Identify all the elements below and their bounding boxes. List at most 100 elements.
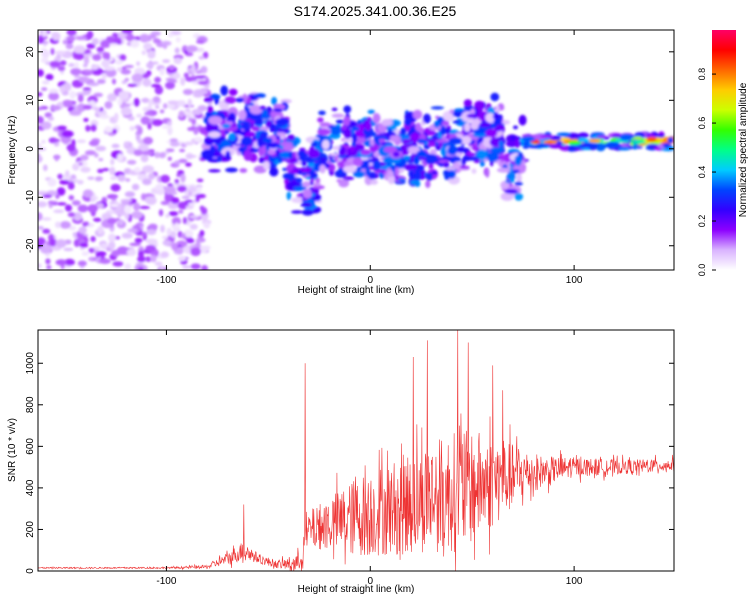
spectrogram-cell-573 [104,126,113,133]
spectrogram-cell-674 [112,128,118,134]
spectrogram-cell-402 [52,138,60,143]
spec-y-tick-label-1: -10 [25,190,36,205]
spectrogram-cell-1200 [224,96,236,104]
spectrogram-cell-522 [148,173,156,180]
spectrogram-cell-541 [147,122,152,130]
spectrogram-cell-1294 [463,99,473,107]
spectrogram-cell-79 [41,49,50,59]
spectrogram-cell-1111 [449,109,454,114]
snr-y-tick-label-1: 200 [25,521,36,538]
spectrogram-cell-1527 [249,105,263,115]
spectrogram-cell-1331 [269,123,276,129]
spectrogram-cell-1588 [300,202,312,208]
spectrogram-cell-1091 [268,163,277,169]
spectrogram-cell-364 [80,154,89,161]
spectrogram-cell-484 [131,73,144,83]
spectrogram-cell-483 [199,205,205,211]
spectrogram-cell-647 [100,243,108,250]
spectrogram-cell-430 [174,222,179,230]
spectrogram-cell-1212 [312,182,321,187]
spectrogram-cell-1567 [403,164,418,171]
spectrogram-cell-1404 [511,169,520,173]
spectrogram-cell-41 [86,43,96,49]
spectrogram-cell-1547 [343,165,357,174]
spectrogram-cell-240 [138,250,144,258]
spectrogram-cell-179 [142,165,155,173]
spectrogram-cell-515 [116,246,129,256]
spectrogram-cell-101 [56,187,66,196]
spectrogram-cell-468 [38,92,43,97]
spectrogram-cell-1479 [275,135,281,140]
spectrogram-cell-114 [109,166,116,176]
spectrogram-cell-560 [133,149,143,156]
spectrogram-cell-1130 [207,105,214,113]
spectrogram-cell-396 [173,57,182,65]
spectrogram-cell-54 [141,50,146,55]
spectrogram-cell-1282 [338,167,344,175]
spectrogram-cell-1543 [422,113,431,124]
spectrogram-cell-662 [129,125,135,131]
spectrogram-cell-649 [187,98,193,108]
spectrogram-cell-1158 [516,172,522,184]
spectrogram-cell-1474 [485,128,498,138]
spectrogram-cell-1535 [225,150,231,161]
spectrogram-cell-711 [490,92,500,102]
spectrogram-cell-425 [38,212,43,221]
snr-y-tick-label-5: 1000 [25,352,36,375]
spectrogram-cell-593 [194,136,202,143]
spectrogram-cell-457 [199,245,209,254]
spectrogram-cell-149 [182,265,192,269]
spectrogram-cell-198 [135,132,141,142]
spectrogram-cell-656 [91,65,99,70]
spectrogram-cell-133 [198,56,205,60]
spectrogram-cell-1378 [452,120,461,124]
spectrogram-cell-635 [62,39,68,45]
spectrogram-cell-502 [49,60,61,68]
spectrogram-cell-1552 [302,189,312,199]
spectrogram-cell-1751 [605,141,619,149]
spec-x-tick-label-1: 0 [367,275,373,286]
spectrogram-cell-480 [174,160,181,166]
snr-frame [37,329,675,572]
spectrogram-cell-693 [110,203,119,208]
spectrogram-cell-469 [168,211,179,217]
spectrogram-cell-652 [73,52,85,61]
spectrogram-cell-398 [38,116,44,124]
spectrogram-cell-1592 [319,122,332,127]
spec-x-tick-label-0: -100 [156,275,176,286]
spectrogram-cell-201 [120,69,131,75]
spectrogram-cell-555 [59,60,67,66]
spectrogram-cell-1140 [253,93,266,98]
spec-y-tick-label-2: 0 [25,146,36,152]
spectrogram-cell-1565 [302,181,311,188]
spectrogram-cell-406 [200,66,208,74]
spectrogram-cell-15 [127,159,137,165]
spectrogram-cell-543 [76,139,87,144]
spectrogram-cell-645 [110,158,115,166]
spectrogram-cell-1598 [510,134,516,141]
spectrogram-cell-159 [160,224,165,233]
spectrogram-cell-84 [162,59,171,63]
spectrogram-cell-1011 [496,167,511,173]
spectrogram-cell-1414 [476,149,488,161]
spectrogram-cell-472 [124,77,130,82]
spectrogram-cell-1206 [328,163,336,172]
spectrogram-cell-1476 [350,145,355,153]
spectrogram-cell-1135 [238,109,247,121]
spectrogram-cell-412 [141,98,150,103]
spectrogram-cell-579 [100,39,112,48]
spectrogram-cell-105 [38,191,48,196]
spectrogram-cell-574 [114,59,124,65]
spectrogram-cell-1165 [460,165,470,169]
spectrogram-cell-1580 [351,133,358,144]
spectrogram-cell-550 [66,30,77,36]
spectrogram-cell-441 [190,263,201,270]
spectrogram-cell-1496 [425,180,431,189]
spectrogram-x-ticks: -100 0 100 [156,30,583,286]
spectrogram-cell-1754 [536,143,551,148]
spectrogram-cell-817 [258,156,266,164]
colorbar-tick-label-2: 0.4 [697,166,707,179]
spectrogram-cell-1493 [514,192,524,201]
spectrogram-cell-1756 [633,140,646,145]
